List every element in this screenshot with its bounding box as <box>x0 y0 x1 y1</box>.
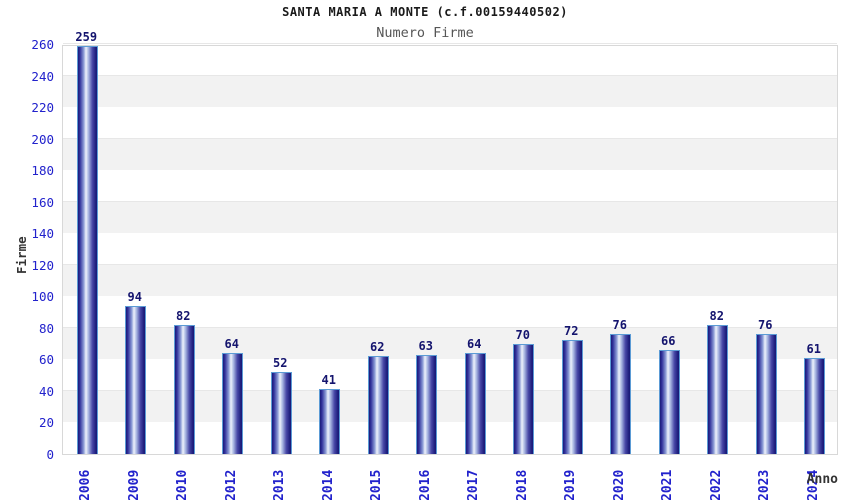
plot-area <box>62 43 838 455</box>
bar-2019 <box>561 340 583 454</box>
bar-2009 <box>125 305 147 454</box>
bar-value-label: 259 <box>75 29 98 44</box>
x-axis-tick-label: 2017 <box>466 469 482 500</box>
chart-subtitle: Numero Firme <box>376 25 474 41</box>
x-axis-tick-label: 2015 <box>369 469 385 500</box>
x-axis-tick-label: 2020 <box>611 469 627 500</box>
bar-2013 <box>270 372 292 454</box>
bar-2016 <box>416 354 438 454</box>
bar-2024 <box>804 357 826 454</box>
y-axis-tick-label: 260 <box>31 37 54 52</box>
grid-band <box>63 74 837 108</box>
grid-band <box>63 232 837 265</box>
bar-value-label: 94 <box>127 289 142 304</box>
bar-value-label: 72 <box>564 324 579 339</box>
grid-band <box>63 43 837 76</box>
grid-band <box>63 263 837 297</box>
bar-value-label: 63 <box>418 338 433 353</box>
bar-value-label: 52 <box>273 356 288 370</box>
y-axis-tick-label: 20 <box>38 415 54 431</box>
bar-2012 <box>222 353 244 454</box>
x-axis-tick-label: 2014 <box>320 469 336 500</box>
y-axis-tick-label: 40 <box>38 383 54 399</box>
y-axis-tick-label: 200 <box>31 131 54 147</box>
y-axis-tick-label: 180 <box>31 163 54 179</box>
x-axis-title: Anno <box>806 472 838 487</box>
x-axis-tick-label: 2009 <box>126 469 142 500</box>
bar-value-label: 64 <box>224 337 239 352</box>
grid-band <box>63 169 837 202</box>
bar-value-label: 76 <box>612 318 627 333</box>
bar-value-label: 82 <box>176 308 191 323</box>
bar-2014 <box>319 389 341 454</box>
y-axis-tick-label: 0 <box>46 447 54 462</box>
x-axis-tick-label: 2013 <box>272 469 288 500</box>
grid-band <box>63 137 837 171</box>
grid-band <box>63 106 837 139</box>
bar-value-label: 62 <box>370 340 385 355</box>
y-axis-tick-label: 100 <box>31 289 54 305</box>
x-axis-tick-label: 2021 <box>660 469 676 500</box>
bar-2015 <box>367 356 389 454</box>
bar-value-label: 70 <box>515 327 530 342</box>
bar-value-label: 66 <box>661 333 676 348</box>
y-axis-tick-label: 240 <box>31 68 54 84</box>
x-axis-tick-label: 2018 <box>514 469 530 500</box>
y-axis-tick-label: 120 <box>31 257 54 273</box>
bar-2006 <box>76 45 98 454</box>
y-axis-tick-label: 60 <box>38 352 54 368</box>
bar-2022 <box>707 324 729 454</box>
x-axis-tick-label: 2012 <box>223 469 239 500</box>
y-axis-tick-label: 220 <box>31 100 54 116</box>
bar-2021 <box>658 349 680 454</box>
bar-2023 <box>755 334 777 454</box>
x-axis-tick-label: 2023 <box>757 469 773 500</box>
bar-2010 <box>173 324 195 454</box>
chart-title: SANTA MARIA A MONTE (c.f.00159440502) <box>282 5 568 19</box>
y-axis-tick-label: 160 <box>31 194 54 210</box>
bar-2017 <box>464 353 486 454</box>
x-axis-tick-label: 2016 <box>417 469 433 500</box>
bar-value-label: 76 <box>758 318 773 333</box>
x-axis-tick-label: 2022 <box>708 469 724 500</box>
x-axis-tick-label: 2019 <box>563 469 579 500</box>
x-axis-tick-label: 2006 <box>78 469 94 500</box>
y-axis-tick-label: 80 <box>38 320 54 336</box>
bar-value-label: 41 <box>321 373 336 388</box>
bar-2018 <box>513 343 535 454</box>
grid-band <box>63 200 837 234</box>
bar-value-label: 61 <box>806 341 821 356</box>
bar-value-label: 64 <box>467 337 482 352</box>
y-axis-tick-label: 140 <box>31 226 54 242</box>
bar-2020 <box>610 334 632 454</box>
x-axis-tick-label: 2010 <box>175 469 191 500</box>
bar-value-label: 82 <box>709 308 724 323</box>
